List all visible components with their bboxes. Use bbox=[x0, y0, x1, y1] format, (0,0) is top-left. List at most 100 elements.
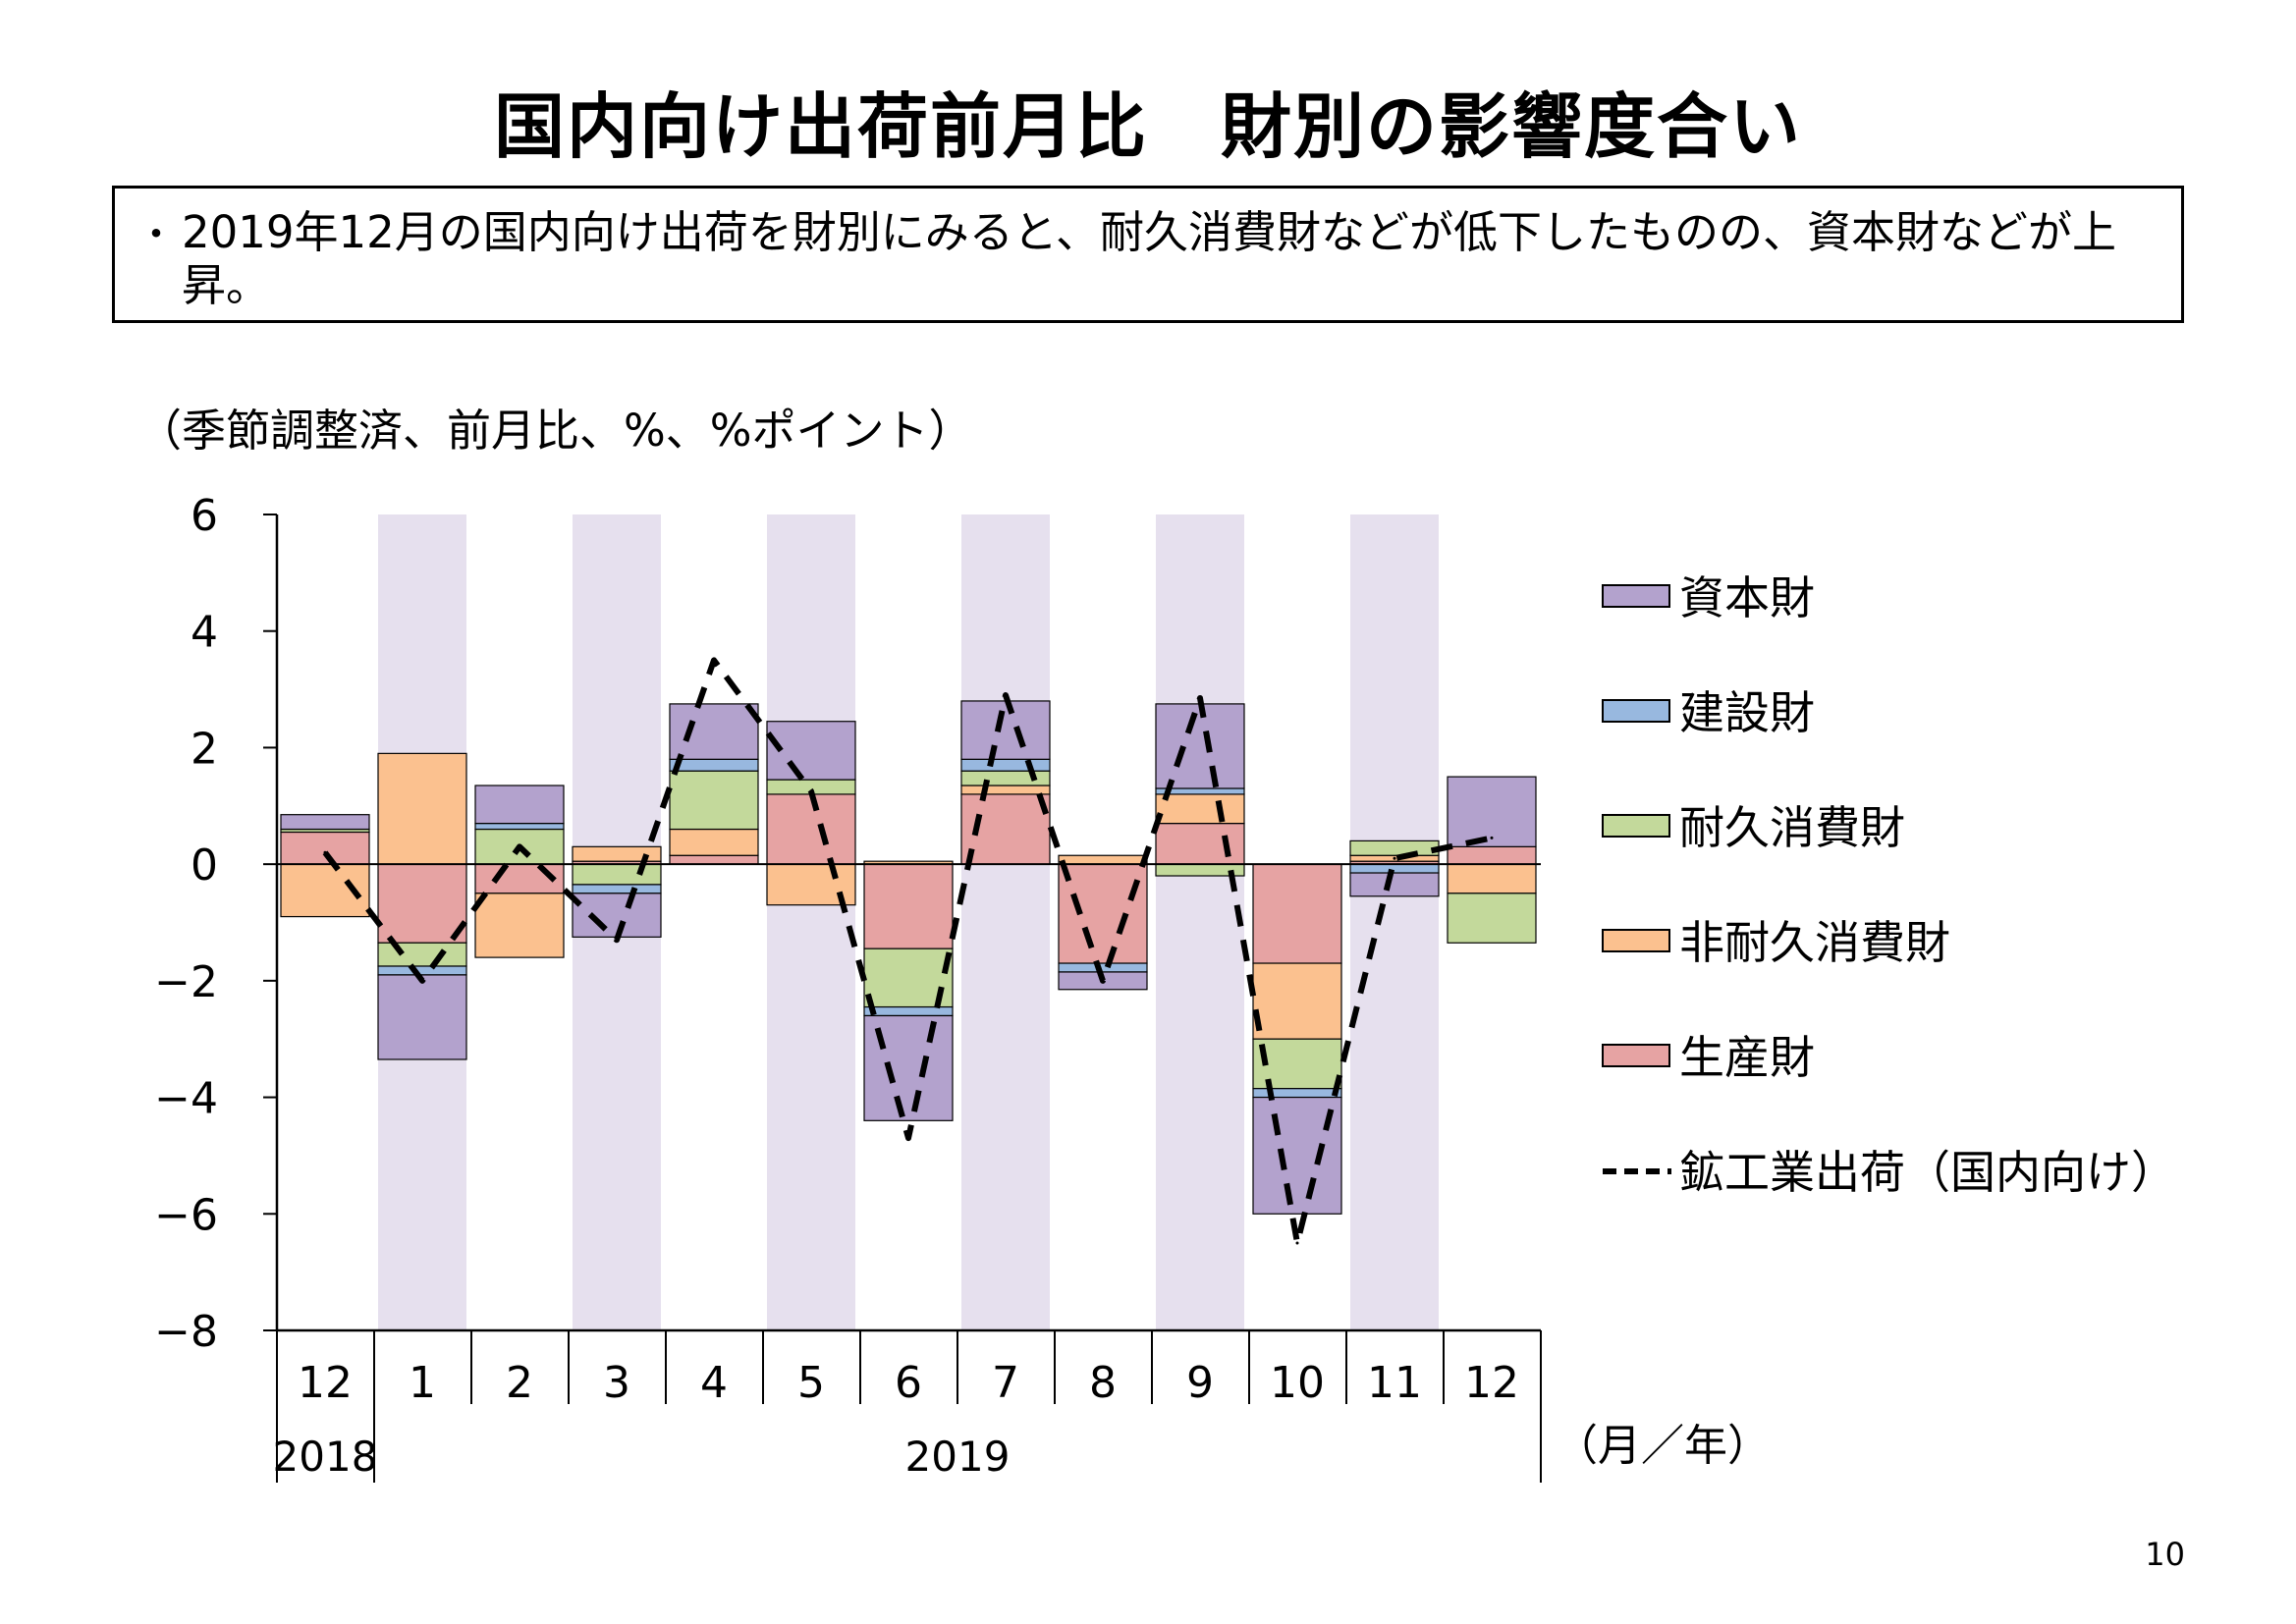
x-tick-label: 9 bbox=[1186, 1358, 1214, 1408]
x-tick-label: 12 bbox=[1464, 1358, 1519, 1408]
bar-segment bbox=[669, 854, 759, 865]
y-tick-label: 4 bbox=[191, 608, 218, 658]
y-tick-label: −4 bbox=[154, 1074, 218, 1124]
legend-label: 非耐久消費財 bbox=[1679, 916, 1950, 969]
bar-segment bbox=[280, 814, 370, 831]
legend-label: 資本財 bbox=[1679, 571, 1815, 624]
shade-band bbox=[1350, 514, 1439, 1330]
y-tick-label: 0 bbox=[191, 840, 218, 891]
bar-segment bbox=[1155, 822, 1245, 865]
bar-segment bbox=[572, 863, 662, 886]
x-tick-label: 12 bbox=[298, 1358, 353, 1408]
bar-segment bbox=[863, 863, 954, 949]
bullet-mark: ・ bbox=[137, 212, 176, 257]
y-tick-label: −6 bbox=[154, 1190, 218, 1240]
y-tick-label: 2 bbox=[191, 724, 218, 774]
legend-swatch bbox=[1602, 1044, 1670, 1067]
line-point bbox=[1004, 693, 1008, 697]
line-point bbox=[1393, 856, 1396, 860]
y-tick-label: −8 bbox=[154, 1307, 218, 1357]
bar-segment bbox=[1349, 863, 1440, 874]
line-point bbox=[615, 938, 619, 942]
x-tick-label: 7 bbox=[992, 1358, 1019, 1408]
line-point bbox=[518, 844, 521, 848]
bar-segment bbox=[280, 831, 370, 865]
bar-segment bbox=[572, 884, 662, 894]
bar-segment bbox=[1447, 845, 1537, 865]
line-point bbox=[1198, 696, 1202, 700]
bar-segment bbox=[1252, 863, 1342, 964]
bar-segment bbox=[572, 893, 662, 938]
bar-segment bbox=[474, 785, 565, 825]
bar-segment bbox=[377, 942, 467, 967]
line-point bbox=[1295, 1241, 1299, 1245]
line-point bbox=[1490, 836, 1494, 839]
x-tick-label: 5 bbox=[797, 1358, 825, 1408]
bar-segment bbox=[474, 893, 565, 958]
bar-segment bbox=[669, 758, 759, 772]
x-tick-label: 11 bbox=[1367, 1358, 1422, 1408]
bar-segment bbox=[669, 770, 759, 831]
summary-text: 2019年12月の国内向け出荷を財別にみると、耐久消費財などが低下したものの、資… bbox=[182, 206, 2116, 311]
line-point bbox=[809, 789, 813, 793]
bar-segment bbox=[1058, 854, 1148, 865]
bar-segment bbox=[1155, 703, 1245, 789]
y-tick-label: 6 bbox=[191, 491, 218, 541]
bar-segment bbox=[1252, 1096, 1342, 1215]
shade-band bbox=[1156, 514, 1244, 1330]
line-point bbox=[420, 979, 424, 983]
line-point bbox=[323, 850, 327, 854]
legend-label: 生産財 bbox=[1679, 1031, 1815, 1084]
x-unit-label: （月／年） bbox=[1555, 1421, 1771, 1471]
bar-segment bbox=[1058, 863, 1148, 964]
bar-segment bbox=[1349, 872, 1440, 897]
bar-segment bbox=[669, 828, 759, 856]
legend-swatch bbox=[1602, 929, 1670, 952]
legend-label: 鉱工業出荷（国内向け） bbox=[1679, 1146, 2176, 1199]
year-label: 2019 bbox=[905, 1433, 1011, 1481]
bar-segment bbox=[766, 793, 856, 865]
bar-segment bbox=[960, 785, 1051, 795]
bar-segment bbox=[377, 752, 467, 865]
bar-segment bbox=[377, 974, 467, 1060]
x-tick-label: 10 bbox=[1270, 1358, 1325, 1408]
legend-label: 建設財 bbox=[1679, 686, 1815, 739]
shade-band bbox=[767, 514, 855, 1330]
legend-label: 耐久消費財 bbox=[1679, 801, 1905, 854]
x-tick-label: 2 bbox=[506, 1358, 533, 1408]
bar-segment bbox=[1058, 962, 1148, 973]
legend-swatch bbox=[1602, 584, 1670, 608]
x-tick-label: 6 bbox=[895, 1358, 922, 1408]
legend-swatch bbox=[1602, 814, 1670, 838]
bar-segment bbox=[669, 703, 759, 760]
x-tick-label: 1 bbox=[409, 1358, 436, 1408]
bar-segment bbox=[1252, 962, 1342, 1040]
bar-segment bbox=[766, 721, 856, 781]
x-tick-label: 8 bbox=[1089, 1358, 1117, 1408]
bar-segment bbox=[377, 965, 467, 976]
bar-segment bbox=[960, 758, 1051, 772]
shade-band bbox=[961, 514, 1050, 1330]
summary-box: ・ 2019年12月の国内向け出荷を財別にみると、耐久消費財などが低下したものの… bbox=[112, 186, 2184, 323]
x-tick-label: 3 bbox=[603, 1358, 630, 1408]
x-tick-label: 4 bbox=[700, 1358, 728, 1408]
y-tick-label: −2 bbox=[154, 957, 218, 1007]
bar-segment bbox=[1252, 1088, 1342, 1099]
bar-segment bbox=[1447, 863, 1537, 894]
line-point bbox=[712, 658, 716, 662]
year-label: 2018 bbox=[273, 1433, 378, 1481]
bar-segment bbox=[1447, 893, 1537, 944]
bar-segment bbox=[1155, 793, 1245, 825]
line-point bbox=[906, 1136, 910, 1140]
bar-segment bbox=[1447, 776, 1537, 847]
bar-segment bbox=[377, 863, 467, 944]
units-note: （季節調整済、前月比、%、%ポイント） bbox=[137, 405, 973, 457]
page-title: 国内向け出荷前月比 財別の影響度合い bbox=[493, 85, 1802, 168]
bar-segment bbox=[572, 845, 662, 862]
bar-segment bbox=[1349, 839, 1440, 856]
line-point bbox=[1101, 979, 1105, 983]
bar-segment bbox=[960, 700, 1051, 760]
page-number: 10 bbox=[2145, 1536, 2185, 1573]
legend-swatch bbox=[1602, 699, 1670, 723]
